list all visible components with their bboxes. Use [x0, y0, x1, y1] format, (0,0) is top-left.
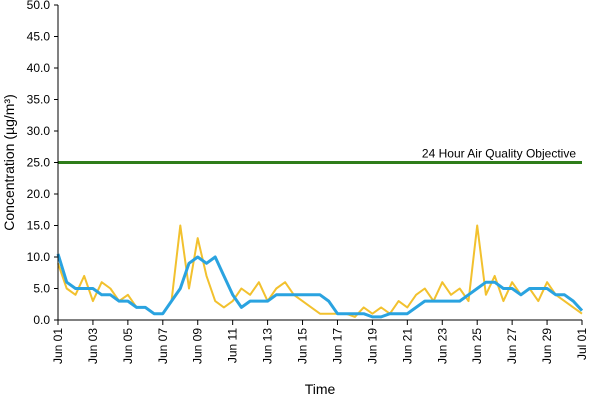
x-tick-label: Jun 15	[296, 328, 310, 364]
y-tick-label: 10.0	[27, 250, 51, 264]
y-tick-label: 30.0	[27, 124, 51, 138]
x-tick-label: Jun 11	[226, 328, 240, 363]
y-tick-label: 15.0	[27, 219, 51, 233]
x-tick-label: Jun 19	[365, 328, 379, 364]
y-tick-label: 0.0	[33, 313, 50, 327]
y-tick-label: 50.0	[27, 0, 51, 12]
y-tick-label: 35.0	[27, 93, 51, 107]
x-axis-ticks: Jun 01 Jun 03 Jun 05 Jun 07 Jun 09 Jun 11 Jun …	[51, 320, 589, 364]
x-tick-label: Jun 07	[156, 328, 170, 364]
series-line-2	[56, 253, 584, 319]
x-tick-label: Jun 05	[121, 328, 135, 364]
x-tick-label: Jun 29	[540, 328, 554, 364]
x-tick-label: Jun 27	[505, 328, 519, 364]
series-line-1	[57, 224, 583, 318]
y-tick-label: 20.0	[27, 187, 51, 201]
y-tick-label: 40.0	[27, 61, 51, 75]
y-axis-title: Concentration (µg/m³)	[1, 94, 17, 230]
y-tick-label: 5.0	[33, 282, 50, 296]
reference-layer: 24 Hour Air Quality Objective	[58, 147, 582, 164]
x-tick-label: Jun 13	[261, 328, 275, 364]
y-tick-label: 25.0	[27, 156, 51, 170]
x-tick-label: Jun 17	[330, 328, 344, 364]
x-tick-label: Jul 01	[575, 328, 589, 360]
series-layer	[56, 224, 584, 319]
reference-line-label: 24 Hour Air Quality Objective	[422, 147, 576, 161]
y-tick-label: 45.0	[27, 30, 51, 44]
x-axis-title: Time	[305, 381, 336, 397]
x-tick-label: Jun 03	[86, 328, 100, 364]
x-tick-label: Jun 01	[51, 328, 65, 364]
x-tick-label: Jun 09	[191, 328, 205, 364]
x-tick-label: Jun 23	[435, 328, 449, 364]
x-tick-label: Jun 25	[470, 328, 484, 364]
x-tick-label: Jun 21	[400, 328, 414, 364]
y-axis-ticks: 0.0 5.0 10.0 15.0 20.0 25.0 30.0 35.0 40.0 45.0 50…	[27, 0, 58, 327]
